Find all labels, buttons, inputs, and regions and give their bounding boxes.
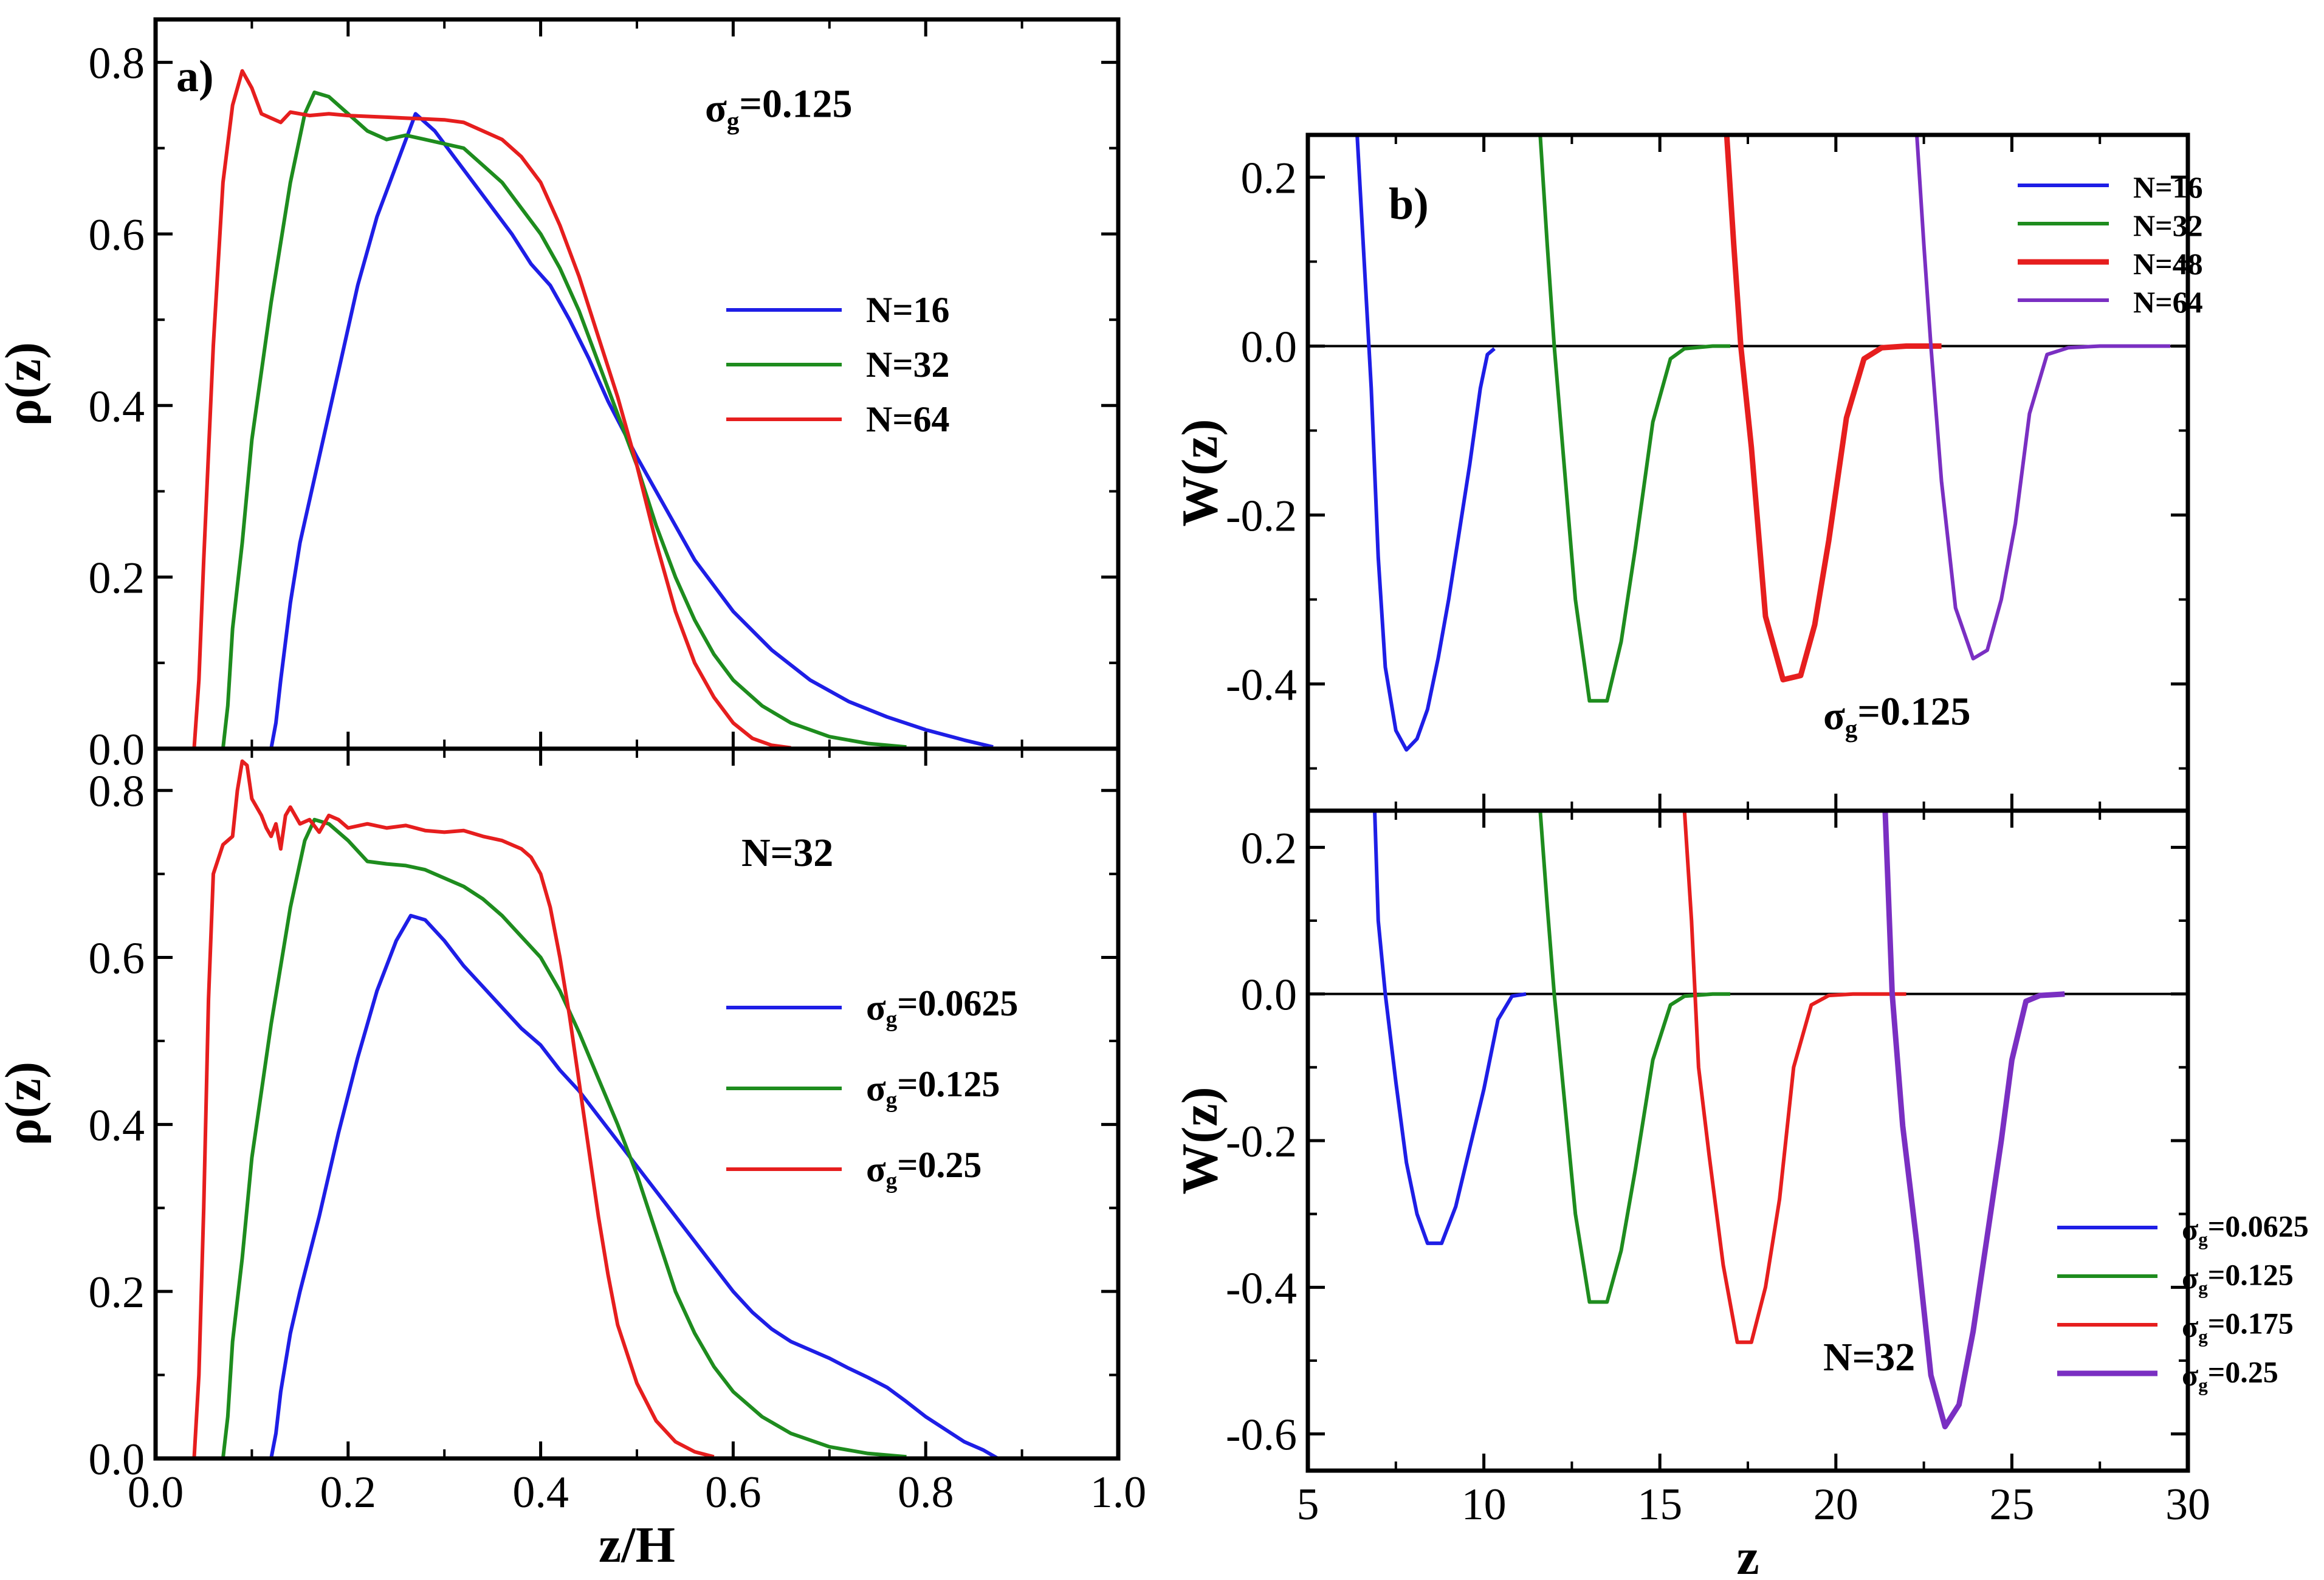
y-tick-label: 0.8 xyxy=(89,767,145,817)
series-line-σg=0.125 xyxy=(221,817,907,1458)
series-line-σg=0.0625 xyxy=(1373,811,1527,1245)
x-tick-label: 0.4 xyxy=(512,1468,569,1517)
legend-label: N=64 xyxy=(866,399,950,439)
x-tick-label: 10 xyxy=(1462,1480,1507,1530)
x-tick-label: 0.0 xyxy=(128,1468,184,1517)
series-line-N=16 xyxy=(1355,135,1496,752)
y-axis-title: ρ(z) xyxy=(0,342,52,426)
legend-label: σg=0.25 xyxy=(866,1145,982,1194)
y-tick-label: 0.0 xyxy=(89,725,145,775)
series-line-N=48 xyxy=(1724,135,1942,682)
panel-annotation: N=32 xyxy=(1823,1335,1915,1379)
y-tick-label: 0.0 xyxy=(1241,323,1298,373)
y-tick-label: 0.6 xyxy=(89,210,145,260)
series-line-N=64 xyxy=(192,69,791,749)
series-line-N=32 xyxy=(1538,135,1730,703)
x-axis-title: z xyxy=(1736,1529,1759,1580)
legend-label: N=32 xyxy=(866,345,950,385)
y-tick-label: 0.2 xyxy=(89,1268,145,1317)
panel-annotation: N=32 xyxy=(741,831,833,875)
y-tick-label: 0.2 xyxy=(89,554,145,603)
plot-frame xyxy=(1305,132,2190,813)
panel-annotation: σg=0.125 xyxy=(1823,689,1970,742)
series-line-N=32 xyxy=(221,91,907,749)
legend-label: N=16 xyxy=(2133,170,2203,204)
y-tick-label: -0.2 xyxy=(1226,492,1297,541)
x-tick-label: 0.6 xyxy=(705,1468,761,1517)
chart-b_bottom: -0.6 -0.4 -0.2 0.0 0.2 5 10 15 20 25 30 W(z) z N=32 σg… xyxy=(1172,808,2309,1580)
y-axis-title: ρ(z) xyxy=(0,1062,52,1146)
series-line-σg=0.25 xyxy=(1882,811,2065,1430)
series-line-σg=0.25 xyxy=(192,759,715,1458)
legend-label: N=16 xyxy=(866,290,950,330)
legend-label: σg=0.175 xyxy=(2182,1306,2294,1347)
panel-annotation: σg=0.125 xyxy=(705,81,852,134)
legend-label: σg=0.125 xyxy=(866,1064,1000,1113)
panel-label: a) xyxy=(176,52,214,101)
series-line-σg=0.125 xyxy=(1538,811,1730,1304)
x-tick-label: 25 xyxy=(1989,1480,2034,1530)
y-tick-label: 0.4 xyxy=(89,1101,145,1150)
y-tick-label: 0.6 xyxy=(89,934,145,984)
panel-label: b) xyxy=(1389,179,1429,229)
y-tick-label: -0.4 xyxy=(1226,661,1297,710)
legend-label: σg=0.0625 xyxy=(2182,1209,2309,1249)
x-tick-label: 5 xyxy=(1297,1480,1319,1530)
y-tick-label: -0.4 xyxy=(1226,1263,1297,1313)
series-line-N=64 xyxy=(1915,135,2170,661)
series-line-σg=0.175 xyxy=(1682,811,1906,1344)
y-axis-title: W(z) xyxy=(1172,1087,1228,1194)
y-tick-label: 0.0 xyxy=(1241,970,1298,1020)
y-tick-label: 0.0 xyxy=(89,1435,145,1485)
x-axis-title: z/H xyxy=(599,1517,675,1573)
legend-label: σg=0.125 xyxy=(2182,1257,2294,1298)
series-line-σg=0.0625 xyxy=(269,913,999,1458)
x-tick-label: 30 xyxy=(2165,1480,2210,1530)
plot-frame xyxy=(1305,808,2190,1473)
x-tick-label: 0.2 xyxy=(320,1468,377,1517)
y-tick-label: 0.4 xyxy=(89,382,145,431)
series-line-N=16 xyxy=(269,112,994,749)
chart-a_top: 0.0 0.2 0.4 0.6 0.8 ρ(z) a) σg=0.125 N=16 N=32 N=6… xyxy=(0,17,1121,775)
x-tick-label: 0.8 xyxy=(898,1468,954,1517)
y-tick-label: 0.8 xyxy=(89,39,145,89)
x-tick-label: 20 xyxy=(1813,1480,1858,1530)
chart-a_bottom: 0.0 0.2 0.4 0.6 0.8 0.0 0.2 0.4 0.6 0.8 1.0 ρ(z) z/H… xyxy=(0,746,1147,1573)
x-tick-label: 1.0 xyxy=(1090,1468,1147,1517)
y-tick-label: -0.2 xyxy=(1226,1117,1297,1167)
legend-label: N=48 xyxy=(2133,247,2203,281)
x-tick-label: 15 xyxy=(1637,1480,1682,1530)
y-tick-label: 0.2 xyxy=(1241,823,1298,873)
chart-b_top: -0.4 -0.2 0.0 0.2 W(z) b) σg=0.125 N=16 N=32 N=48… xyxy=(1172,132,2203,813)
legend-label: σg=0.0625 xyxy=(866,983,1018,1032)
legend-label: σg=0.25 xyxy=(2182,1355,2278,1395)
y-tick-label: -0.6 xyxy=(1226,1410,1297,1460)
y-axis-title: W(z) xyxy=(1172,419,1228,526)
legend-label: N=32 xyxy=(2133,208,2203,242)
legend-label: N=64 xyxy=(2133,285,2203,319)
y-tick-label: 0.2 xyxy=(1241,154,1298,204)
